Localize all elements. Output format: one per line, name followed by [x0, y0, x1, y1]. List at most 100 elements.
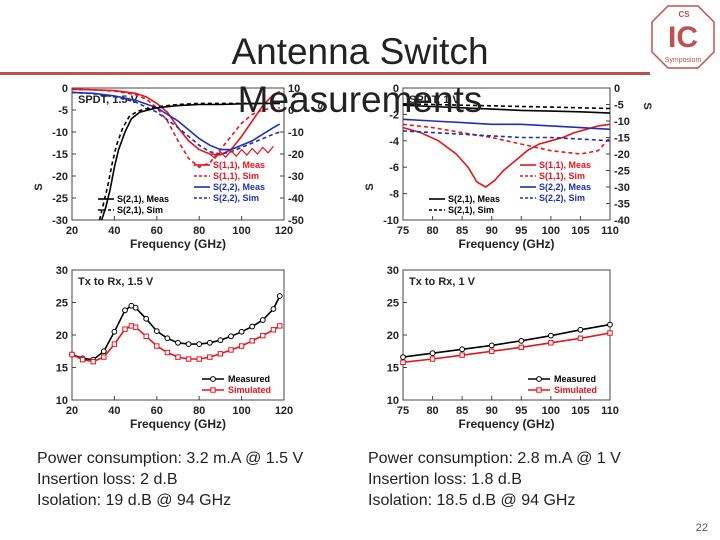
x-tick-label: 100 — [542, 225, 560, 237]
data-point — [101, 354, 107, 360]
x-tick-label: 100 — [542, 405, 560, 417]
plot-frame — [402, 269, 611, 401]
series-line — [71, 325, 281, 363]
y-tick-label-right: -25 — [614, 166, 630, 178]
logo-bottom: Symposium — [665, 57, 702, 64]
caption-left: Power consumption: 3.2 m.A @ 1.5 V Inser… — [37, 448, 303, 511]
data-point — [122, 326, 128, 332]
legend-label: Measured — [228, 374, 270, 384]
series-line — [71, 88, 281, 156]
data-point — [175, 339, 181, 346]
legend-label: S(2,1), Meas — [117, 194, 169, 204]
data-point — [154, 343, 160, 349]
data-point — [164, 349, 171, 356]
legend-label: S(1,1), Meas — [539, 160, 591, 170]
caption-line: Isolation: 18.5 d.B @ 94 GHz — [368, 492, 576, 509]
data-point — [277, 323, 283, 329]
legend-label: S(2,1), Sim — [117, 205, 163, 215]
y-tick-label-right: -10 — [288, 127, 304, 139]
x-tick-label: 20 — [66, 225, 78, 237]
data-point — [153, 328, 160, 334]
y-tick-label-right: -35 — [614, 199, 630, 211]
legend-label: Simulated — [228, 385, 271, 395]
legend-marker — [210, 376, 216, 382]
series-line — [402, 332, 611, 364]
x-tick-label: 40 — [108, 405, 120, 417]
data-point — [489, 348, 495, 354]
x-tick-label: 95 — [515, 225, 527, 237]
series-line — [402, 118, 611, 131]
x-tick-label: 100 — [232, 225, 250, 237]
data-point — [132, 324, 139, 330]
x-tick-label: 110 — [601, 405, 619, 417]
x-tick-label: 120 — [275, 405, 293, 417]
y-tick-label-left: 0 — [62, 83, 68, 95]
legend-marker — [536, 376, 542, 382]
legend-label: Simulated — [554, 385, 597, 395]
series-line — [71, 91, 281, 155]
x-tick-label: 60 — [151, 225, 163, 237]
x-tick-label: 105 — [571, 225, 589, 237]
caption-right: Power consumption: 2.8 m.A @ 1 V Inserti… — [368, 448, 621, 511]
data-point — [577, 335, 584, 341]
data-point — [228, 333, 234, 340]
y-tick-label-left: -25 — [52, 193, 68, 205]
y-tick-label-right: 0 — [288, 105, 294, 117]
y-tick-label-left: -4 — [389, 136, 400, 148]
data-point — [270, 327, 277, 333]
y-tick-label-left: -10 — [52, 127, 68, 139]
data-point — [111, 341, 118, 347]
data-point — [100, 348, 107, 355]
caption-line: Insertion loss: 1.8 d.B — [368, 471, 522, 488]
caption-line: Power consumption: 2.8 m.A @ 1 V — [368, 450, 621, 467]
y-tick-label: 25 — [56, 298, 68, 310]
data-point — [276, 293, 283, 299]
y-tick-label-left: -15 — [52, 149, 68, 161]
legend-label: S(2,2), Sim — [213, 193, 259, 203]
data-point — [270, 306, 277, 312]
data-point — [217, 351, 224, 357]
data-point — [185, 341, 192, 347]
legend-label: S(1,1), Sim — [539, 171, 585, 181]
x-tick-label: 75 — [397, 405, 409, 417]
data-point — [185, 356, 192, 362]
y-tick-label: 20 — [56, 330, 68, 342]
x-tick-label: 40 — [108, 225, 120, 237]
data-point — [238, 343, 245, 349]
y-tick-label-left: -2 — [389, 109, 399, 121]
x-axis-label: Frequency (GHz) — [130, 417, 226, 431]
title-rule — [0, 72, 650, 75]
data-point — [143, 333, 149, 339]
legend-label: S(2,2), Meas — [213, 182, 265, 192]
x-tick-label: 80 — [193, 225, 205, 237]
data-point — [217, 337, 224, 344]
y-tick-label-right: -30 — [614, 182, 630, 194]
logo-top: CS — [678, 10, 690, 19]
x-tick-label: 120 — [275, 225, 293, 237]
x-tick-label: 90 — [486, 225, 498, 237]
data-point — [207, 354, 213, 360]
data-point — [429, 350, 436, 357]
data-point — [175, 354, 181, 360]
chart-tx-rx-1-5v: 20 40 60 80 100 120 30 25 20 15 10 Frequency (GHz) T… — [56, 265, 293, 431]
slide-title: Antenna Switch Measurements — [231, 31, 489, 120]
chart-title: Tx to Rx, 1 V — [409, 276, 476, 288]
data-point — [79, 357, 86, 363]
series-line — [402, 123, 611, 188]
legend-marker — [536, 387, 542, 393]
x-tick-label: 90 — [486, 405, 498, 417]
logo-mark: IC — [668, 21, 698, 54]
x-tick-label: 80 — [426, 225, 438, 237]
data-point — [518, 344, 524, 351]
x-tick-label: 95 — [515, 405, 527, 417]
x-tick-label: 85 — [456, 225, 468, 237]
y-tick-label-right: 10 — [288, 83, 300, 95]
chart-spdt-1v: 75 80 85 90 95 100 105 110 0 -2 -4 -6 -8 -10 0 -5 -10 -15… — [364, 83, 653, 251]
y-axis-label-left: S — [364, 183, 376, 190]
data-point — [238, 328, 245, 335]
chart-title: SPDT, 1 V — [409, 94, 460, 106]
data-point — [206, 339, 213, 346]
x-axis-label: Frequency (GHz) — [458, 417, 554, 431]
y-tick-label-right: -20 — [614, 149, 630, 161]
chart-tx-rx-1v: 75 80 85 90 95 100 105 110 30 25 20 15 10 Frequency (… — [387, 265, 619, 431]
